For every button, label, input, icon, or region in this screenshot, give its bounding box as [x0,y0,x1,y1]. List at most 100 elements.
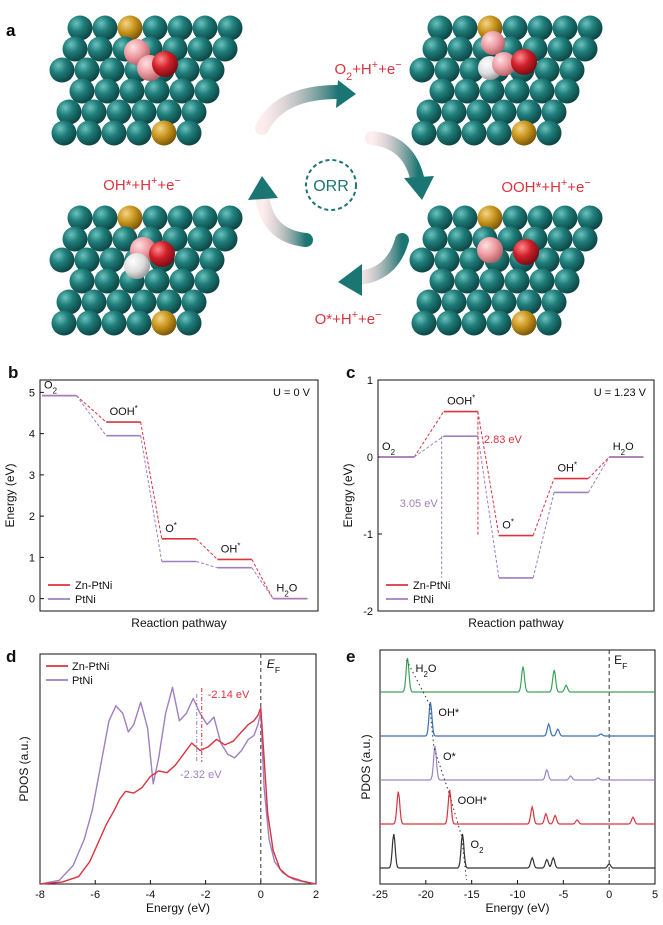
species-label-3: OH* [558,460,578,475]
pt-atom [144,268,170,294]
cycle-arrow-3 [349,233,409,285]
pt-atom [62,226,88,252]
energy-connector [251,567,274,599]
energy-connector [532,478,555,536]
pt-atom [447,226,473,252]
pt-atom [416,289,442,315]
energy-connector [477,436,500,578]
panel-b: b 0 1 2 3 4 5 Reaction pathway Energy (eV) U = 0 … [3,363,319,630]
pt-atom [434,57,460,83]
legend-label-0: Zn-PtNi [75,580,112,592]
pt-atom [69,78,95,104]
energy-connector [413,411,445,458]
cycle-arrowhead-3 [338,264,362,296]
x-tick-label: -4 [146,889,156,901]
ni-atom [151,310,177,336]
x-tick-label: -25 [372,889,388,901]
energy-connector [413,435,444,458]
pt-atom [502,15,528,41]
pt-atom [429,268,455,294]
panel-c-letter: c [346,363,355,382]
pt-atom [217,205,243,231]
pt-atom [486,310,512,336]
pt-atom [554,78,580,104]
annotation-2-83: 2.83 eV [484,434,523,446]
pt-atom [527,205,553,231]
pt-atom [416,99,442,125]
trace-label-0: H2O [416,663,437,679]
panel-b-ylabel: Energy (eV) [3,463,17,527]
pt-atom [56,289,82,315]
panel-b-condition: U = 0 V [273,387,311,399]
panel-a: a ORR O2+H++e− OOH*+H++e− O*+H++e− OH*+H++e… [6,15,603,336]
pt-atom [131,289,157,315]
pt-atom [527,15,553,41]
pt-atom [187,36,213,62]
pt-atom [577,205,603,231]
pt-atom [192,205,218,231]
pt-atom [529,78,555,104]
pt-atom [81,99,107,125]
pt-atom [142,205,168,231]
legend-label-0: Zn-PtNi [72,661,109,673]
panel-c-ylabel: Energy (eV) [341,463,355,527]
orr-step-label-4: OH*+H++e− [103,175,181,194]
cycle-arrow-1 [255,85,345,135]
x-tick-label: -2 [201,889,211,901]
panel-c: c -2 -1 0 1 Reaction pathway Energy (eV) U = 1.… [341,363,655,630]
pdos-trace-1 [380,701,655,737]
x-tick-label: 0 [258,889,264,901]
pt-atom [62,36,88,62]
cycle-arrowhead-2 [404,176,434,200]
pt-atom [94,78,120,104]
x-tick-label: -20 [418,889,434,901]
pt-atom [429,78,455,104]
panel-c-condition: U = 1.23 V [594,387,647,399]
pt-atom [156,99,182,125]
y-tick-label: 0 [367,452,373,464]
pt-atom [577,15,603,41]
y-tick-label: -1 [363,529,373,541]
ni-atom [511,120,537,146]
adsorbate-atom [513,239,539,265]
y-tick-label: -2 [363,606,373,618]
panel-d-ylabel: PDOS (a.u.) [17,736,31,801]
pt-atom [541,289,567,315]
energy-connector [587,456,610,493]
pt-atom [92,205,118,231]
panel-c-xlabel: Reaction pathway [468,616,563,630]
pt-atom [49,247,75,273]
pt-atom [94,268,120,294]
energy-connector [140,435,163,562]
pt-atom [441,289,467,315]
pt-atom [572,36,598,62]
pt-atom [534,57,560,83]
pt-atom [504,78,530,104]
pt-atom [436,310,462,336]
orr-step-label-1: O2+H++e− [334,59,401,83]
pt-atom [167,15,193,41]
cycle-arrowhead-1 [336,80,356,108]
adsorbate-atom [481,31,505,55]
panel-b-xlabel: Reaction pathway [131,616,226,630]
energy-connector [251,559,274,599]
x-tick-label: 5 [652,889,658,901]
pt-atom [516,99,542,125]
panel-d-frame [39,653,317,885]
pt-atom [466,99,492,125]
orr-step-label-3: O*+H++e− [315,309,382,328]
x-tick-label: 2 [313,889,319,901]
panel-b-letter: b [8,363,18,382]
pt-atom [92,15,118,41]
pt-atom [217,15,243,41]
pt-atom [536,310,562,336]
dband-label-zn: -2.14 eV [208,689,250,701]
panel-b-frame [39,379,319,612]
ni-atom [117,15,143,41]
pt-atom [422,36,448,62]
species-label-0: O2 [382,441,395,457]
energy-connector [76,395,107,423]
species-label-4: H2O [613,441,634,457]
panel-e-letter: e [346,647,355,666]
pt-atom [174,247,200,273]
